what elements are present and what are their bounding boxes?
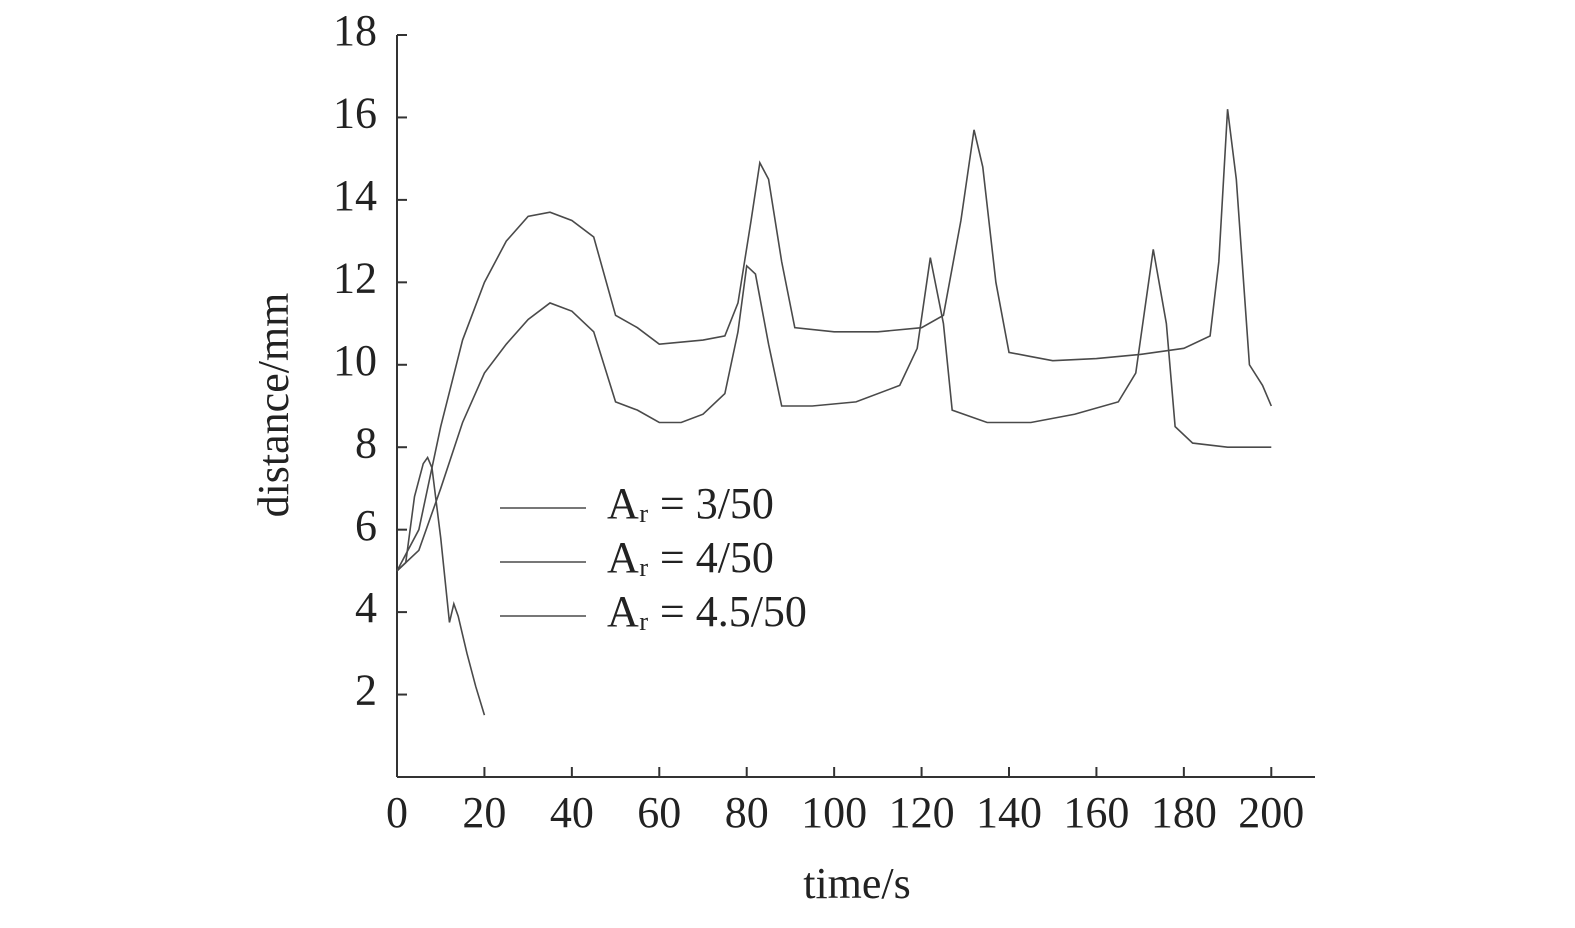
y-tick-label: 8 [355, 418, 377, 467]
x-tick-label: 160 [1063, 788, 1129, 837]
series-line [396, 249, 1272, 572]
y-tick-label: 4 [355, 583, 377, 632]
x-tick-label: 100 [801, 788, 867, 837]
x-tick-label: 60 [637, 788, 681, 837]
x-tick-label: 140 [976, 788, 1042, 837]
y-axis-label: distance/mm [249, 293, 298, 518]
x-tick-label: 20 [462, 788, 506, 837]
x-tick-label: 80 [725, 788, 769, 837]
y-tick-label: 10 [333, 336, 377, 385]
y-tick-label: 16 [333, 89, 377, 138]
legend-label: Aᵣ = 4.5/50 [607, 587, 807, 636]
series-line [396, 455, 486, 716]
y-tick-label: 12 [333, 253, 377, 302]
x-axis-label: time/s [803, 859, 911, 908]
legend-label: Aᵣ = 3/50 [607, 479, 774, 528]
y-tick-label: 18 [333, 6, 377, 55]
y-tick-label: 2 [355, 666, 377, 715]
x-tick-label: 0 [386, 788, 408, 837]
x-tick-label: 40 [550, 788, 594, 837]
x-tick-label: 120 [889, 788, 955, 837]
x-tick-label: 180 [1151, 788, 1217, 837]
legend-label: Aᵣ = 4/50 [607, 533, 774, 582]
x-tick-label: 200 [1238, 788, 1304, 837]
y-tick-label: 6 [355, 501, 377, 550]
y-tick-label: 14 [333, 171, 377, 220]
series-line [396, 109, 1273, 572]
